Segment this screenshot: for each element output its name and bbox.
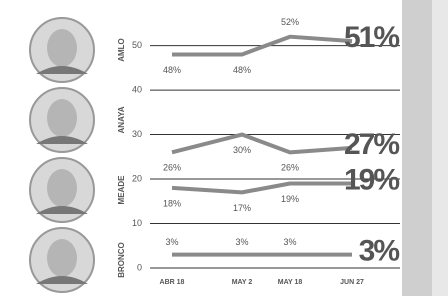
legend-name: AMLO (117, 38, 126, 62)
legend-name: BRONCO (117, 242, 126, 278)
value-label: 19% (281, 194, 299, 204)
x-tick-label: ABR 18 (160, 279, 185, 286)
value-label: 3% (165, 237, 178, 247)
value-label-big: 51% (344, 21, 399, 54)
value-label-big: 27% (344, 128, 399, 161)
photo-face (47, 29, 77, 67)
y-tick-label: 20 (132, 173, 142, 183)
y-tick-label: 40 (132, 84, 142, 94)
value-label: 48% (163, 65, 181, 75)
x-tick-label: JUN 27 (340, 279, 364, 286)
value-label: 3% (235, 237, 248, 247)
value-label: 18% (163, 198, 181, 208)
side-edge (432, 0, 448, 296)
legend-name: ANAYA (117, 106, 126, 133)
value-label: 3% (283, 237, 296, 247)
photo-face (47, 99, 77, 137)
y-tick-label: 30 (132, 129, 142, 139)
photo-face (47, 239, 77, 277)
chart: 0 10 20 30 40 50 ABR 18 MAY 2 MAY 18 JUN 27 48% 48%… (0, 0, 448, 296)
photo-face (47, 169, 77, 207)
value-label: 26% (163, 163, 181, 173)
value-label: 52% (281, 17, 299, 27)
y-tick-label: 0 (137, 262, 142, 272)
value-label-big: 19% (344, 163, 399, 196)
y-tick-label: 10 (132, 218, 142, 228)
y-tick-label: 50 (132, 40, 142, 50)
value-label: 26% (281, 163, 299, 173)
legend-name: MEADE (117, 175, 126, 205)
value-label: 30% (233, 145, 251, 155)
x-tick-label: MAY 18 (278, 279, 303, 286)
value-label: 17% (233, 203, 251, 213)
value-label: 48% (233, 65, 251, 75)
value-label-big: 3% (359, 235, 400, 268)
x-tick-label: MAY 2 (232, 279, 253, 286)
side-panel (402, 0, 432, 296)
